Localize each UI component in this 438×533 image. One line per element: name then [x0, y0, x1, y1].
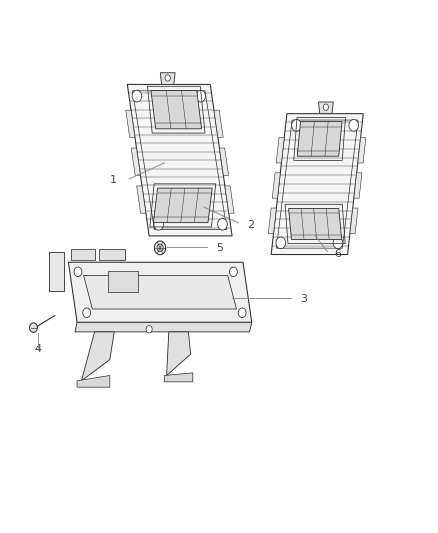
- Circle shape: [238, 308, 246, 318]
- Polygon shape: [49, 252, 64, 292]
- Polygon shape: [214, 110, 223, 138]
- Polygon shape: [271, 114, 363, 255]
- Circle shape: [333, 237, 343, 249]
- Polygon shape: [350, 208, 358, 233]
- Circle shape: [146, 326, 152, 333]
- Circle shape: [29, 323, 37, 333]
- Circle shape: [230, 267, 237, 277]
- Polygon shape: [289, 208, 342, 239]
- Polygon shape: [126, 110, 135, 138]
- Polygon shape: [131, 148, 141, 175]
- Text: 5: 5: [216, 244, 223, 253]
- Polygon shape: [127, 84, 232, 236]
- Polygon shape: [268, 208, 276, 233]
- Polygon shape: [164, 373, 193, 382]
- Polygon shape: [219, 148, 229, 175]
- Polygon shape: [75, 322, 252, 332]
- Polygon shape: [84, 276, 237, 309]
- Circle shape: [74, 267, 82, 277]
- Polygon shape: [137, 186, 146, 213]
- Polygon shape: [108, 271, 138, 292]
- Polygon shape: [225, 186, 234, 213]
- Polygon shape: [318, 102, 333, 114]
- Circle shape: [165, 75, 170, 81]
- Polygon shape: [354, 173, 362, 198]
- Text: 4: 4: [35, 344, 42, 353]
- Text: 2: 2: [247, 220, 254, 230]
- Text: 3: 3: [300, 294, 307, 304]
- Polygon shape: [358, 138, 366, 163]
- Polygon shape: [272, 173, 280, 198]
- Circle shape: [154, 219, 163, 230]
- Circle shape: [132, 90, 142, 102]
- Circle shape: [323, 104, 328, 110]
- Polygon shape: [71, 249, 95, 260]
- Circle shape: [218, 219, 227, 230]
- Circle shape: [196, 90, 205, 102]
- Polygon shape: [151, 91, 201, 129]
- Polygon shape: [77, 375, 110, 387]
- Polygon shape: [99, 249, 125, 260]
- Circle shape: [292, 119, 301, 131]
- Polygon shape: [81, 332, 114, 381]
- Polygon shape: [160, 72, 175, 84]
- Circle shape: [83, 308, 91, 318]
- Circle shape: [157, 244, 163, 252]
- Circle shape: [154, 241, 166, 255]
- Text: 6: 6: [335, 249, 342, 259]
- Polygon shape: [153, 188, 212, 223]
- Polygon shape: [276, 138, 284, 163]
- Circle shape: [276, 237, 286, 249]
- Polygon shape: [297, 122, 342, 156]
- Polygon shape: [68, 262, 252, 322]
- Polygon shape: [166, 332, 191, 375]
- Text: 1: 1: [110, 175, 117, 185]
- Circle shape: [349, 119, 358, 131]
